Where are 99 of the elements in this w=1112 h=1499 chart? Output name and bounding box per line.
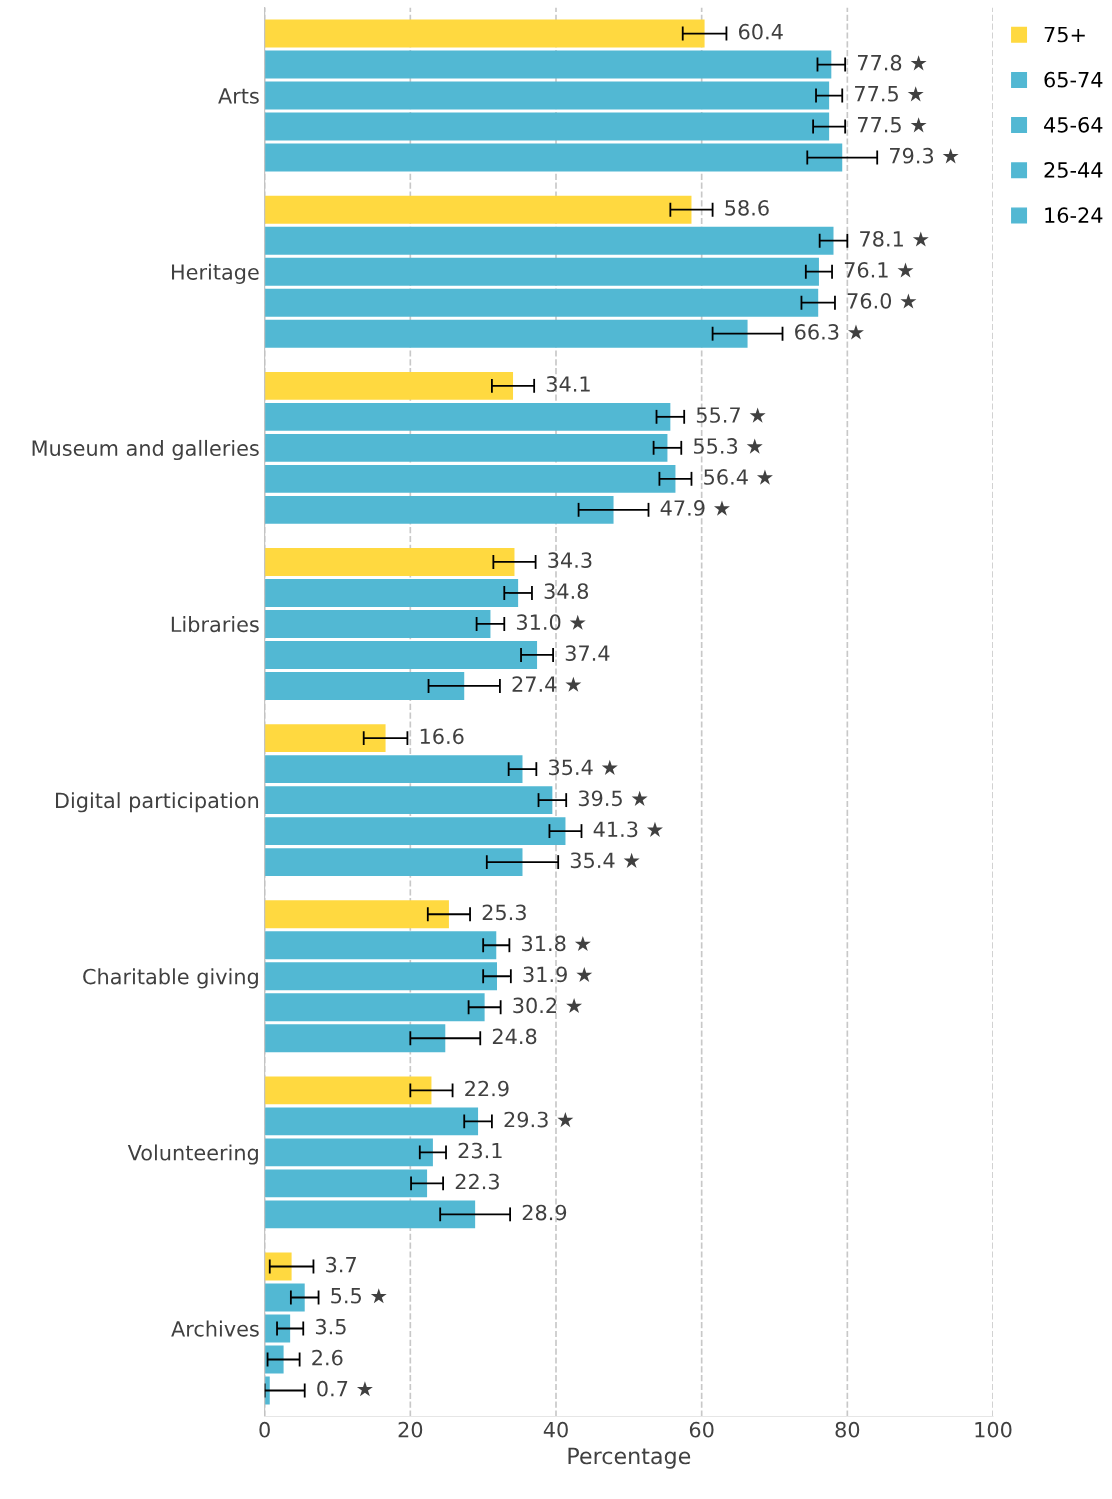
data-label: 37.4 — [565, 645, 610, 661]
data-label: 34.8 — [544, 583, 589, 599]
data-label: 23.1 — [458, 1142, 502, 1159]
bar — [264, 257, 819, 286]
data-label: 22.9 — [465, 1080, 509, 1097]
bar — [264, 579, 519, 607]
data-label: 76.1 ★ — [844, 261, 914, 278]
data-label: 58.6 — [725, 199, 769, 216]
data-label: 47.9 ★ — [660, 500, 730, 516]
bar — [264, 433, 668, 462]
y-tick-label: Digital participation — [56, 792, 259, 813]
bar — [264, 1169, 428, 1198]
bar — [264, 143, 843, 172]
data-label: 5.5 ★ — [331, 1288, 387, 1304]
data-label: 77.5 ★ — [855, 86, 924, 102]
y-tick-label: Archives — [171, 1320, 259, 1337]
legend-label: 65-74 — [1044, 71, 1103, 88]
bar — [264, 371, 514, 400]
bar — [264, 786, 553, 815]
bar — [264, 548, 515, 576]
bar — [264, 402, 671, 431]
bar — [264, 1076, 432, 1105]
data-label: 29.3 ★ — [504, 1111, 574, 1128]
x-tick-label: 20 — [398, 1421, 423, 1438]
legend-label: 75+ — [1044, 26, 1085, 43]
data-label: 3.5 — [315, 1318, 346, 1335]
data-label: 76.0 ★ — [847, 292, 917, 309]
bar — [264, 50, 832, 79]
x-tick-label: 80 — [835, 1421, 860, 1438]
bar — [264, 848, 523, 877]
bar — [264, 1314, 291, 1343]
data-label: 60.4 — [739, 23, 783, 40]
data-label: 66.3 ★ — [795, 323, 864, 340]
data-label: 22.3 — [455, 1173, 499, 1190]
data-label: 41.3 ★ — [593, 821, 663, 838]
bar — [264, 931, 497, 960]
bar — [264, 1024, 446, 1053]
bar — [264, 195, 692, 224]
data-label: 2.6 — [312, 1349, 343, 1366]
x-tick-label: 40 — [543, 1421, 568, 1438]
bar — [264, 817, 566, 846]
data-label: 77.8 ★ — [857, 54, 927, 71]
data-label: 31.8 ★ — [522, 935, 591, 952]
data-label: 55.7 ★ — [696, 407, 766, 423]
bar — [264, 962, 497, 991]
bar — [264, 900, 449, 929]
data-label: 16.6 — [420, 728, 464, 745]
data-label: 34.1 — [546, 376, 590, 392]
bar — [264, 1283, 305, 1312]
data-label: 30.2 ★ — [513, 997, 583, 1014]
bar — [264, 724, 386, 753]
bar — [264, 993, 485, 1022]
bar — [264, 226, 834, 255]
x-tick-label: 0 — [259, 1421, 270, 1438]
bar — [264, 112, 830, 141]
x-axis-title: Percentage — [568, 1447, 691, 1469]
legend-label: 45-64 — [1044, 116, 1103, 133]
data-label: 77.5 ★ — [857, 117, 927, 133]
legend-label: 16-24 — [1045, 207, 1103, 224]
data-label: 39.5 ★ — [578, 790, 648, 807]
bar — [264, 81, 830, 110]
data-label: 31.9 ★ — [523, 966, 593, 983]
bar — [264, 19, 705, 48]
bar — [264, 319, 748, 348]
data-label: 35.4 ★ — [570, 852, 640, 869]
bar — [264, 464, 676, 493]
y-tick-label: Volunteering — [127, 1144, 258, 1165]
bar — [264, 1138, 433, 1167]
y-tick-label: Museum and galleries — [32, 439, 259, 461]
bar — [264, 610, 491, 638]
x-tick-label: 100 — [975, 1421, 1012, 1438]
bar — [264, 641, 538, 669]
data-label: 34.3 — [548, 552, 592, 569]
data-label: 0.7 ★ — [317, 1380, 373, 1397]
bar — [264, 288, 819, 317]
data-label: 3.7 — [326, 1256, 356, 1273]
data-label: 27.4 ★ — [512, 676, 582, 692]
data-label: 28.9 — [522, 1204, 567, 1221]
y-tick-label: Heritage — [172, 263, 259, 284]
y-tick-label: Libraries — [171, 616, 259, 633]
data-label: 56.4 ★ — [704, 469, 773, 485]
bar — [264, 755, 523, 784]
bar — [264, 1345, 284, 1374]
bar — [264, 1200, 476, 1229]
data-label: 31.0 ★ — [516, 614, 586, 630]
data-label: 79.3 ★ — [890, 147, 959, 164]
data-label: 35.4 ★ — [549, 759, 618, 776]
x-tick-label: 60 — [689, 1421, 714, 1438]
y-tick-label: Charitable giving — [83, 968, 258, 989]
data-label: 78.1 ★ — [860, 230, 929, 247]
data-label: 55.3 ★ — [694, 438, 763, 454]
data-label: 25.3 — [482, 904, 526, 921]
y-tick-label: Arts — [218, 88, 259, 104]
legend-label: 25-44 — [1044, 162, 1103, 178]
bar — [264, 1107, 479, 1136]
bar — [264, 1252, 292, 1281]
bar — [264, 672, 465, 700]
bar — [264, 495, 614, 524]
data-label: 24.8 — [492, 1028, 537, 1045]
